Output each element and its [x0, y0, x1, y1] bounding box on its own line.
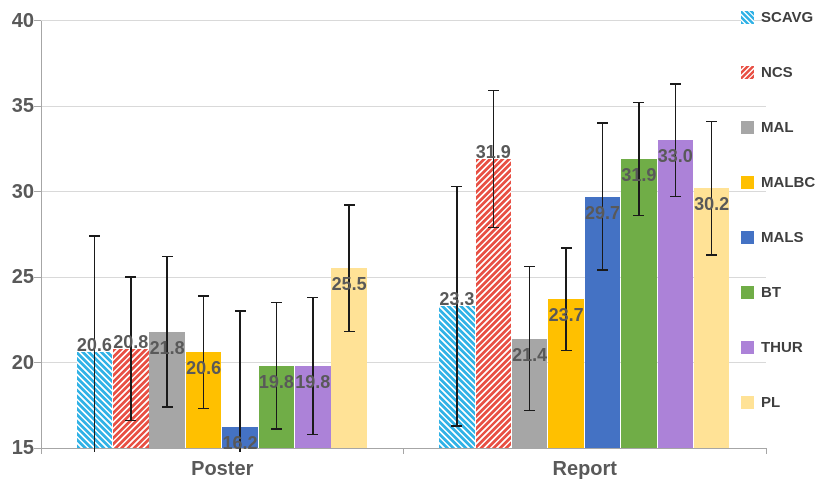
- legend-item-thur[interactable]: THUR: [741, 336, 803, 358]
- legend-item-mals[interactable]: MALS: [741, 226, 804, 248]
- legend-swatch-icon: [741, 230, 754, 244]
- error-bar-cap-top: [487, 89, 499, 92]
- y-axis-tick: [34, 447, 41, 449]
- error-bar-cap-bottom: [669, 195, 681, 198]
- error-bar-cap-bottom: [597, 269, 608, 271]
- y-tick-label: 35: [11, 95, 34, 117]
- error-bar-cap-top: [633, 101, 645, 104]
- error-bar-line: [674, 83, 677, 197]
- legend-label: NCS: [761, 63, 793, 81]
- legend-swatch-icon: [741, 65, 754, 79]
- legend-label: SCAVG: [761, 8, 814, 26]
- error-bar-cap-top: [161, 255, 173, 258]
- y-axis-tick: [34, 362, 41, 363]
- error-bar-cap-bottom: [198, 407, 210, 410]
- error-bar-cap-bottom: [524, 409, 536, 412]
- error-bar-cap-bottom: [125, 419, 137, 422]
- error-bar-cap-top: [343, 204, 355, 206]
- error-bar-line: [528, 266, 531, 411]
- y-gridline: [41, 20, 766, 21]
- legend-swatch-icon: [741, 120, 754, 134]
- legend-item-malbc[interactable]: MALBC: [741, 171, 815, 193]
- error-bar-line: [312, 297, 314, 435]
- legend-label: MALBC: [761, 173, 816, 191]
- legend-swatch-icon: [741, 340, 754, 354]
- error-bar-cap-top: [125, 276, 137, 278]
- error-bar-cap-bottom: [307, 433, 319, 436]
- legend-item-mal[interactable]: MAL: [741, 116, 794, 138]
- legend-item-scavg[interactable]: SCAVG: [741, 6, 813, 28]
- y-axis-line: [40, 20, 42, 454]
- legend-swatch-icon: [741, 10, 754, 24]
- y-axis-tick: [34, 276, 41, 278]
- error-bar-cap-bottom: [633, 214, 645, 217]
- y-axis-tick: [34, 20, 41, 21]
- error-bar-cap-top: [669, 83, 681, 85]
- legend-label: BT: [761, 283, 781, 301]
- error-bar-cap-bottom: [451, 425, 463, 427]
- legend-label: PL: [761, 393, 781, 411]
- legend-swatch-icon: [741, 285, 754, 299]
- error-bar-cap-bottom: [270, 428, 282, 430]
- x-axis-tick: [40, 448, 42, 454]
- legend-swatch-icon: [741, 395, 754, 409]
- error-bar-line: [93, 235, 96, 452]
- y-gridline: [41, 276, 766, 278]
- error-bar-line: [130, 277, 132, 421]
- x-axis-tick: [765, 448, 767, 454]
- y-gridline: [41, 105, 766, 107]
- error-bar-line: [166, 256, 168, 407]
- error-bar-line: [601, 123, 604, 271]
- y-tick-label: 40: [11, 9, 34, 32]
- y-gridline: [41, 191, 766, 192]
- error-bar-line: [239, 311, 241, 452]
- y-gridline: [41, 362, 766, 363]
- error-bar-line: [492, 90, 495, 228]
- y-axis-tick: [34, 191, 41, 192]
- error-bar-cap-top: [234, 310, 246, 312]
- category-label: Report: [552, 458, 617, 480]
- error-bar-cap-bottom: [487, 226, 499, 229]
- y-tick-label: 15: [11, 437, 34, 459]
- category-label: Poster: [191, 458, 254, 480]
- error-bar-cap-top: [88, 235, 100, 237]
- error-bar-line: [348, 205, 350, 332]
- legend-swatch-icon: [741, 175, 754, 189]
- x-axis-tick: [403, 448, 404, 454]
- error-bar-cap-top: [560, 247, 572, 249]
- error-bar-cap-top: [198, 295, 210, 297]
- error-bar-cap-top: [451, 185, 463, 188]
- error-bar-cap-top: [270, 301, 282, 304]
- error-bar-cap-top: [597, 122, 608, 124]
- error-bar-line: [565, 247, 567, 351]
- error-bar-cap-top: [307, 296, 319, 299]
- error-bar-line: [710, 121, 713, 255]
- y-tick-label: 30: [11, 180, 34, 203]
- error-bar-line: [456, 186, 458, 426]
- legend-label: MAL: [761, 118, 794, 136]
- error-bar-cap-bottom: [343, 330, 355, 333]
- y-tick-label: 25: [11, 266, 34, 288]
- error-bar-cap-top: [706, 120, 718, 123]
- legend-item-bt[interactable]: BT: [741, 281, 781, 303]
- error-bar-cap-bottom: [161, 406, 173, 408]
- y-tick-label: 20: [11, 351, 34, 374]
- error-bar-cap-bottom: [706, 254, 718, 256]
- legend-item-pl[interactable]: PL: [741, 391, 780, 413]
- error-bar-cap-bottom: [560, 349, 572, 352]
- legend-label: MALS: [761, 228, 804, 246]
- legend-label: THUR: [761, 338, 803, 356]
- y-axis-tick: [34, 105, 41, 107]
- error-bar-cap-top: [524, 265, 536, 268]
- error-bar-line: [638, 102, 640, 216]
- legend-item-ncs[interactable]: NCS: [741, 61, 793, 83]
- error-bar-line: [275, 302, 278, 430]
- error-bar-line: [202, 295, 205, 409]
